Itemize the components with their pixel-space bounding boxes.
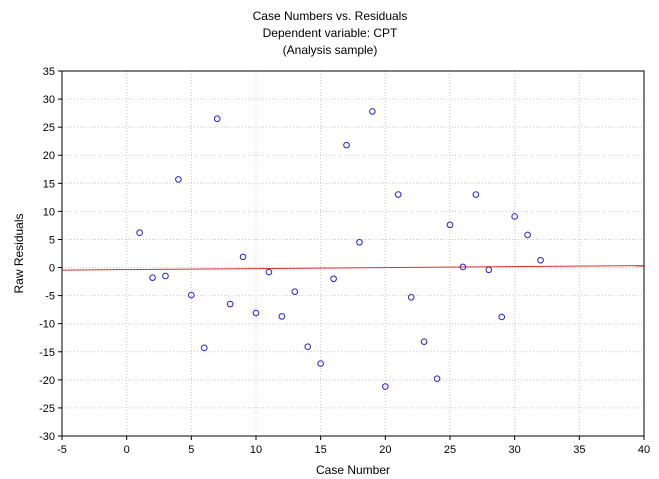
data-point: [149, 274, 156, 281]
y-tick-label: 15: [43, 178, 55, 190]
y-tick-label: 20: [43, 150, 55, 162]
data-point: [459, 263, 467, 271]
x-tick-label: -5: [57, 444, 67, 456]
data-point: [407, 294, 415, 301]
y-tick-label: 5: [49, 234, 55, 246]
data-point: [291, 288, 299, 295]
data-point: [511, 213, 518, 220]
data-point: [446, 221, 454, 229]
x-tick-label: 5: [188, 444, 194, 456]
y-tick-label: -15: [39, 347, 55, 359]
data-point: [239, 253, 247, 261]
x-tick-label: 0: [124, 444, 130, 456]
fit-line-layer: [61, 265, 645, 271]
data-point: [136, 229, 143, 237]
x-tick-label: 10: [250, 444, 262, 456]
x-axis-ticks: -5 0 5 10 15 20 25 30 35 40: [57, 436, 650, 456]
x-axis-label: Case Number: [316, 463, 390, 477]
data-point: [394, 191, 402, 198]
data-point: [330, 275, 337, 283]
y-tick-label: 35: [43, 66, 55, 78]
data-point: [498, 313, 506, 321]
data-point: [265, 268, 273, 276]
y-tick-label: 10: [43, 206, 55, 218]
y-tick-label: 25: [43, 122, 55, 134]
data-point: [433, 375, 441, 383]
data-point: [524, 231, 531, 239]
data-point: [356, 238, 363, 246]
y-tick-label: -30: [39, 431, 55, 443]
data-point: [188, 291, 195, 299]
grid-lines: [62, 71, 644, 436]
data-point: [162, 272, 169, 280]
y-axis-ticks: -30 -25 -20 -15 -10 -5 0 5 10 15 20 25 30 35: [39, 66, 62, 443]
y-tick-label: 0: [49, 263, 55, 275]
y-tick-label: -10: [39, 319, 55, 331]
data-point: [485, 266, 493, 274]
x-tick-label: 30: [509, 444, 521, 456]
data-point: [537, 256, 544, 264]
chart-title: Case Numbers vs. Residuals Dependent var…: [253, 9, 408, 57]
y-tick-label: -5: [45, 291, 55, 303]
regression-line: [61, 265, 645, 271]
y-tick-label: -20: [39, 375, 55, 387]
x-tick-label: 35: [573, 444, 585, 456]
data-point: [175, 176, 182, 183]
data-point: [213, 115, 221, 123]
x-tick-label: 15: [315, 444, 327, 456]
data-point: [369, 108, 376, 115]
y-tick-label: 30: [43, 94, 55, 106]
data-points: [136, 108, 544, 390]
data-point: [420, 338, 428, 345]
data-point: [317, 360, 324, 367]
data-point: [252, 309, 260, 317]
data-point: [382, 383, 389, 390]
data-point: [304, 343, 312, 351]
data-point: [200, 344, 208, 352]
y-axis-label: Raw Residuals: [12, 213, 26, 293]
x-tick-label: 20: [379, 444, 391, 456]
chart-title-line-1: Case Numbers vs. Residuals: [253, 9, 408, 23]
chart-title-line-3: (Analysis sample): [283, 43, 378, 57]
data-point: [472, 191, 480, 198]
x-tick-label: 25: [444, 444, 456, 456]
data-point: [343, 141, 350, 149]
plot-frame: [61, 70, 645, 437]
data-point: [226, 300, 234, 308]
x-tick-label: 40: [638, 444, 650, 456]
y-tick-label: -25: [39, 403, 55, 415]
data-point: [278, 313, 286, 320]
chart-title-line-2: Dependent variable: CPT: [263, 26, 398, 40]
